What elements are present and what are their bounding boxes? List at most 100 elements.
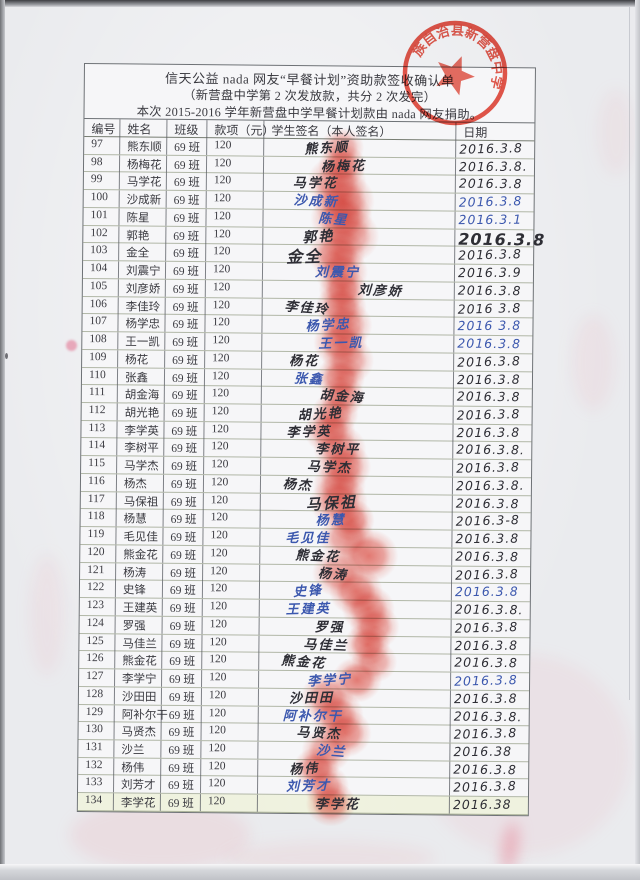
student-name: 刘震宁 [118,261,167,279]
class-cell: 69 班 [163,492,204,510]
date-cell: 2016.3.8. [456,158,533,176]
row-number: 102 [83,225,120,244]
signature-cell: 沙兰 [258,727,451,774]
date-cell: 2016.3.8 [456,176,533,194]
student-name: 王一凯 [118,332,166,350]
class-cell: 69 班 [162,598,203,617]
amount-cell: 120 [207,138,265,156]
amount-cell: 120 [201,758,259,777]
date-cell: 2016.3.8. [453,442,530,460]
class-cell: 69 班 [164,421,205,439]
row-number: 111 [81,385,118,403]
student-name: 胡光艳 [117,403,165,421]
date-cell: 2016.3.8 [452,584,529,602]
amount-cell: 120 [203,492,261,511]
date-cell: 2016.3.9 [455,265,532,283]
student-signature: 杨杰 [282,476,314,495]
class-cell: 69 班 [164,368,206,386]
date-value: 2016.3.8 [457,282,522,299]
date-value: 2016.3.8 [457,246,523,264]
class-cell: 69 班 [162,634,203,652]
date-value: 2016.3.8 [455,530,520,547]
signature-cell: 马学花 [263,155,456,211]
student-signature: 刘芳才 [285,779,332,796]
date-cell: 2016.3.8 [450,761,527,779]
amount-cell: 120 [204,404,262,422]
row-number: 133 [77,775,115,793]
table-body: 97 熊东顺 69 班 120 熊东顺 2016.3.8 98 杨梅花 69 班 120 杨梅花 20… [77,127,545,827]
date-cell: 2016.3.8. [451,708,528,726]
date-value: 2016.38 [453,743,513,760]
amount-cell: 120 [203,528,261,546]
date-cell: 2016.38 [450,744,527,762]
date-cell: 2016.38 [450,797,527,815]
student-name: 金全 [119,243,167,262]
date-cell: 2016 3.8 [454,318,531,336]
signature-cell: 毛见佳 [260,512,453,564]
date-cell: 2016.3.8 [453,495,530,513]
date-value: 2016.3.8 [453,761,517,777]
class-cell: 69 班 [166,208,207,227]
signature-cell: 胡金海 [261,374,454,417]
row-number: 127 [79,669,116,687]
row-number: 117 [80,491,117,510]
student-name: 李学宁 [115,669,163,687]
class-cell: 69 班 [165,279,206,298]
student-name: 马佳兰 [115,633,163,652]
date-value: 2016.3.8 [455,495,520,511]
date-value: 2016.3.8 [456,424,521,440]
row-number: 115 [81,456,118,474]
signature-cell: 李学花 [257,780,450,827]
date-value: 2016.3.8 [454,618,519,636]
signature-cell: 陈星 [263,189,456,248]
student-signature: 王建英 [285,601,332,618]
class-cell: 69 班 [160,793,201,812]
date-cell: 2016.3.8 [452,566,529,584]
amount-cell: 120 [204,439,262,458]
signature-cell: 杨杰 [260,459,454,510]
amount-cell: 120 [206,191,264,209]
row-number: 106 [82,296,119,314]
amount-cell: 120 [201,687,260,706]
signature-cell: 杨花 [262,336,455,385]
date-value: 2016.3.8 [454,584,519,600]
class-cell: 69 班 [163,545,204,564]
amount-cell: 120 [206,226,264,245]
row-number: 112 [81,403,118,421]
amount-cell: 120 [204,421,262,440]
signature-cell: 马保祖 [260,475,453,530]
class-cell: 69 班 [165,261,207,280]
student-name: 杨杰 [116,474,165,492]
student-name: 马学花 [119,172,167,191]
class-cell: 69 班 [163,527,204,546]
amount-cell: 120 [203,475,262,493]
student-name: 马贤杰 [114,722,162,741]
date-value: 2016.3.1 [458,211,523,228]
student-name: 胡金海 [117,385,165,404]
row-number: 110 [81,367,119,385]
student-signature: 刘震宁 [314,265,361,281]
row-number: 101 [83,207,120,226]
date-value: 2016.3.8. [456,442,526,458]
row-number: 108 [82,332,119,350]
row-number: 98 [83,154,121,173]
student-name: 刘芳才 [113,775,162,794]
date-cell: 2016.3.8 [454,389,531,407]
amount-cell: 120 [203,510,261,529]
student-name: 沙兰 [114,740,162,758]
class-cell: 69 班 [162,652,203,670]
date-value: 2016.3.8 [453,672,518,689]
row-number: 123 [79,598,116,616]
row-number: 125 [79,633,116,651]
signature-cell: 熊金花 [259,640,452,684]
amount-cell: 120 [200,776,259,795]
student-name: 李学花 [113,793,161,811]
signature-cell: 张鑫 [261,355,455,401]
signature-cell: 罗强 [259,603,452,650]
student-signature: 李学花 [314,797,360,813]
class-cell: 69 班 [164,439,205,457]
row-number: 116 [80,473,118,492]
date-value: 2016.3.8 [453,725,518,742]
row-number: 118 [80,509,117,527]
